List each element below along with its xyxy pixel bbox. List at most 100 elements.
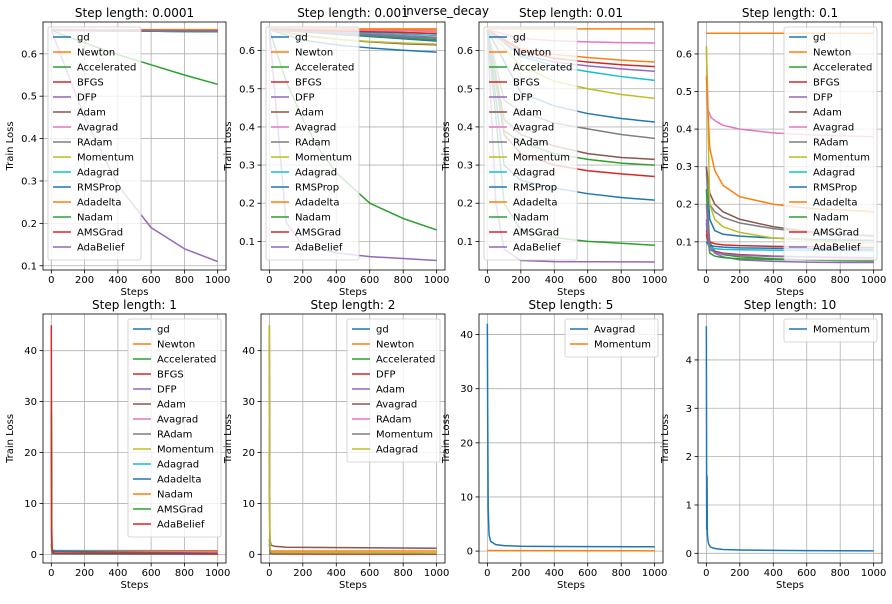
y-tick-label: 0.4 (239, 122, 255, 133)
y-tick-label: 0.1 (457, 237, 473, 248)
x-tick-label: 800 (612, 275, 631, 286)
legend-label: Adadelta (77, 198, 121, 209)
legend-label: Adagrad (513, 168, 555, 179)
x-tick-label: 800 (831, 275, 850, 286)
legend-label: Newton (77, 48, 115, 59)
legend-label: AMSGrad (513, 228, 559, 239)
chart-title: Step length: 2 (311, 298, 396, 312)
plot-frame (260, 313, 446, 564)
y-tick-label: 40 (242, 346, 255, 357)
legend-label: AdaBelief (295, 243, 343, 254)
legend-label: Avagrad (295, 123, 336, 134)
x-tick-label: 800 (394, 275, 413, 286)
legend-label: DFP (295, 93, 314, 104)
y-axis-label: Train Loss (223, 121, 234, 171)
legend: Momentum (783, 318, 878, 343)
plot-frame (697, 313, 883, 564)
x-tick-label: 600 (360, 275, 379, 286)
legend-label: RMSProp (77, 183, 121, 194)
legend-label: Newton (295, 48, 333, 59)
series-group (268, 325, 437, 555)
x-tick-label: 600 (578, 568, 597, 579)
series-line (486, 323, 655, 548)
legend-label: Avagrad (77, 123, 118, 134)
x-tick-label: 400 (545, 568, 564, 579)
legend-label: Nadam (77, 213, 113, 224)
legend-label: AMSGrad (295, 228, 341, 239)
legend-label: BFGS (157, 370, 184, 381)
legend-box (265, 26, 360, 261)
legend-label: AdaBelief (513, 243, 561, 254)
legend-label: Momentum (376, 430, 433, 441)
x-tick-label: 800 (612, 568, 631, 579)
chart-title: Step length: 0.0001 (75, 6, 194, 20)
legend-label: Adam (376, 385, 405, 396)
y-tick-label: 0.3 (676, 162, 692, 173)
legend-box (483, 26, 578, 261)
x-tick-label: 800 (394, 568, 413, 579)
x-tick-label: 200 (511, 568, 530, 579)
legend: gd Newton Accelerated BFGS DFP Adam Avagrad RAd… (483, 26, 578, 261)
legend-box (783, 318, 878, 343)
legend-label: Momentum (295, 153, 352, 164)
y-tick-label: 0.4 (457, 122, 473, 133)
x-tick-label: 1000 (861, 568, 886, 579)
y-tick-label: 0.4 (21, 134, 37, 145)
legend-label: Momentum (77, 153, 134, 164)
x-tick-label: 0 (48, 275, 54, 286)
legend-label: Adadelta (513, 198, 557, 209)
legend-label: Momentum (813, 153, 870, 164)
x-tick-label: 1000 (205, 275, 230, 286)
legend-label: BFGS (813, 78, 840, 89)
chart-panel: 0 200 400 600 800 1000 0 10 20 30 40 Step length: 2… (223, 298, 449, 591)
x-tick-label: 600 (578, 275, 597, 286)
legend-label: AMSGrad (813, 228, 859, 239)
legend-label: RMSProp (513, 183, 557, 194)
legend-label: Momentum (813, 325, 870, 336)
series-line (705, 326, 874, 552)
x-axis-label: Steps (339, 287, 367, 298)
legend-label: gd (376, 325, 389, 336)
legend-label: Accelerated (295, 63, 354, 74)
y-axis-label: Train Loss (660, 414, 671, 464)
legend-label: AMSGrad (77, 228, 123, 239)
legend-label: Accelerated (157, 355, 216, 366)
x-axis-label: Steps (339, 580, 367, 591)
legend-label: Avagrad (513, 123, 554, 134)
x-tick-label: 0 (484, 275, 490, 286)
legend-label: Adam (295, 108, 324, 119)
figure-suptitle: inverse_decay (402, 4, 490, 18)
y-tick-label: 0.6 (239, 46, 255, 57)
y-tick-label: 0.6 (457, 46, 473, 57)
y-tick-label: 0.1 (239, 237, 255, 248)
legend-label: Accelerated (376, 355, 435, 366)
x-tick-label: 200 (511, 275, 530, 286)
legend: gd Newton Accelerated BFGS DFP Adam Avagrad RAd… (783, 26, 878, 261)
legend-label: gd (513, 33, 526, 44)
legend-label: Momentum (157, 445, 214, 456)
series-group (486, 323, 655, 552)
y-axis-label: Train Loss (660, 121, 671, 171)
y-tick-label: 20 (24, 448, 37, 459)
x-axis-label: Steps (776, 287, 804, 298)
legend-label: RAdam (157, 430, 192, 441)
x-tick-label: 0 (484, 568, 490, 579)
y-tick-label: 30 (460, 384, 473, 395)
plot-frame (260, 21, 446, 271)
chart-title: Step length: 5 (529, 298, 614, 312)
series-group (50, 325, 218, 555)
x-tick-label: 200 (730, 568, 749, 579)
y-tick-label: 30 (24, 397, 37, 408)
y-tick-label: 0.5 (239, 84, 255, 95)
y-tick-label: 10 (24, 499, 37, 510)
y-tick-label: 2 (686, 452, 692, 463)
y-tick-label: 40 (460, 330, 473, 341)
legend: gd Newton Accelerated DFP Adam Avagrad RAdam Mo… (346, 318, 441, 463)
y-tick-label: 0.1 (21, 261, 37, 272)
legend-label: AdaBelief (157, 520, 205, 531)
y-tick-label: 0 (686, 549, 692, 560)
y-tick-label: 0.6 (676, 49, 692, 60)
legend-label: gd (157, 325, 170, 336)
legend-label: Newton (813, 48, 851, 59)
